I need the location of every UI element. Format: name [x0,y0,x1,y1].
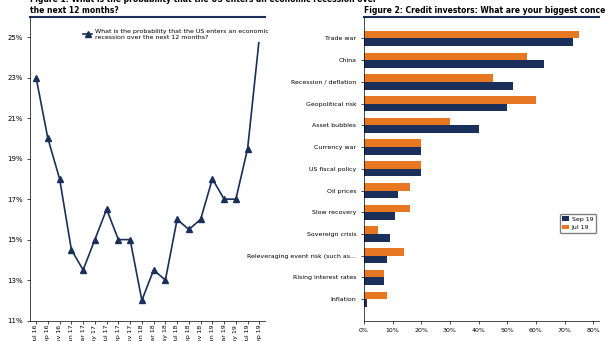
Bar [364,212,396,220]
Text: Figure 1: What is the probability that the US enters an economic recession over
: Figure 1: What is the probability that t… [30,0,377,15]
What is the probability that the US enters an economic
recession over the next 12 months? [103,207,110,211]
Bar [364,183,410,191]
Bar [364,96,536,104]
Bar [364,125,479,133]
What is the probability that the US enters an economic
recession over the next 12 months? [91,238,99,242]
Bar [364,292,387,299]
What is the probability that the US enters an economic
recession over the next 12 months? [126,238,134,242]
Bar [364,205,410,212]
What is the probability that the US enters an economic
recession over the next 12 months? [232,197,240,201]
Line: What is the probability that the US enters an economic
recession over the next 12 months?: What is the probability that the US ente… [33,34,262,303]
Bar [364,169,421,176]
Bar [364,74,493,82]
Bar [364,299,367,307]
Bar [364,60,544,68]
What is the probability that the US enters an economic
recession over the next 12 months? [56,177,64,181]
Bar [364,278,384,285]
What is the probability that the US enters an economic
recession over the next 12 months? [162,278,169,282]
Bar [364,226,378,234]
Bar [364,161,421,169]
What is the probability that the US enters an economic
recession over the next 12 months? [44,136,51,140]
Bar [364,53,528,60]
What is the probability that the US enters an economic
recession over the next 12 months? [33,76,40,80]
Legend: What is the probability that the US enters an economic
recession over the next 1: What is the probability that the US ente… [80,26,272,42]
Bar [364,234,390,241]
Bar [364,191,398,198]
What is the probability that the US enters an economic
recession over the next 12 months? [79,268,87,272]
Legend: Sep 19, Jul 19: Sep 19, Jul 19 [560,214,596,233]
What is the probability that the US enters an economic
recession over the next 12 months? [209,177,216,181]
Bar [364,147,421,155]
Bar [364,104,507,111]
What is the probability that the US enters an economic
recession over the next 12 months? [174,217,181,221]
Bar [364,118,450,125]
What is the probability that the US enters an economic
recession over the next 12 months? [197,217,204,221]
Bar [364,39,573,46]
Text: Figure 2: Credit investors: What are your biggest concerns?: Figure 2: Credit investors: What are you… [364,6,605,15]
What is the probability that the US enters an economic
recession over the next 12 months? [185,227,192,232]
What is the probability that the US enters an economic
recession over the next 12 months? [220,197,227,201]
Bar [364,248,404,256]
What is the probability that the US enters an economic
recession over the next 12 months? [115,238,122,242]
What is the probability that the US enters an economic
recession over the next 12 months? [68,248,75,252]
What is the probability that the US enters an economic
recession over the next 12 months? [150,268,157,272]
Bar [364,256,387,263]
Bar [364,139,421,147]
Bar [364,270,384,278]
Bar [364,31,579,39]
Bar [364,82,513,89]
What is the probability that the US enters an economic
recession over the next 12 months? [244,147,251,151]
What is the probability that the US enters an economic
recession over the next 12 months? [256,35,263,39]
What is the probability that the US enters an economic
recession over the next 12 months? [139,298,146,302]
